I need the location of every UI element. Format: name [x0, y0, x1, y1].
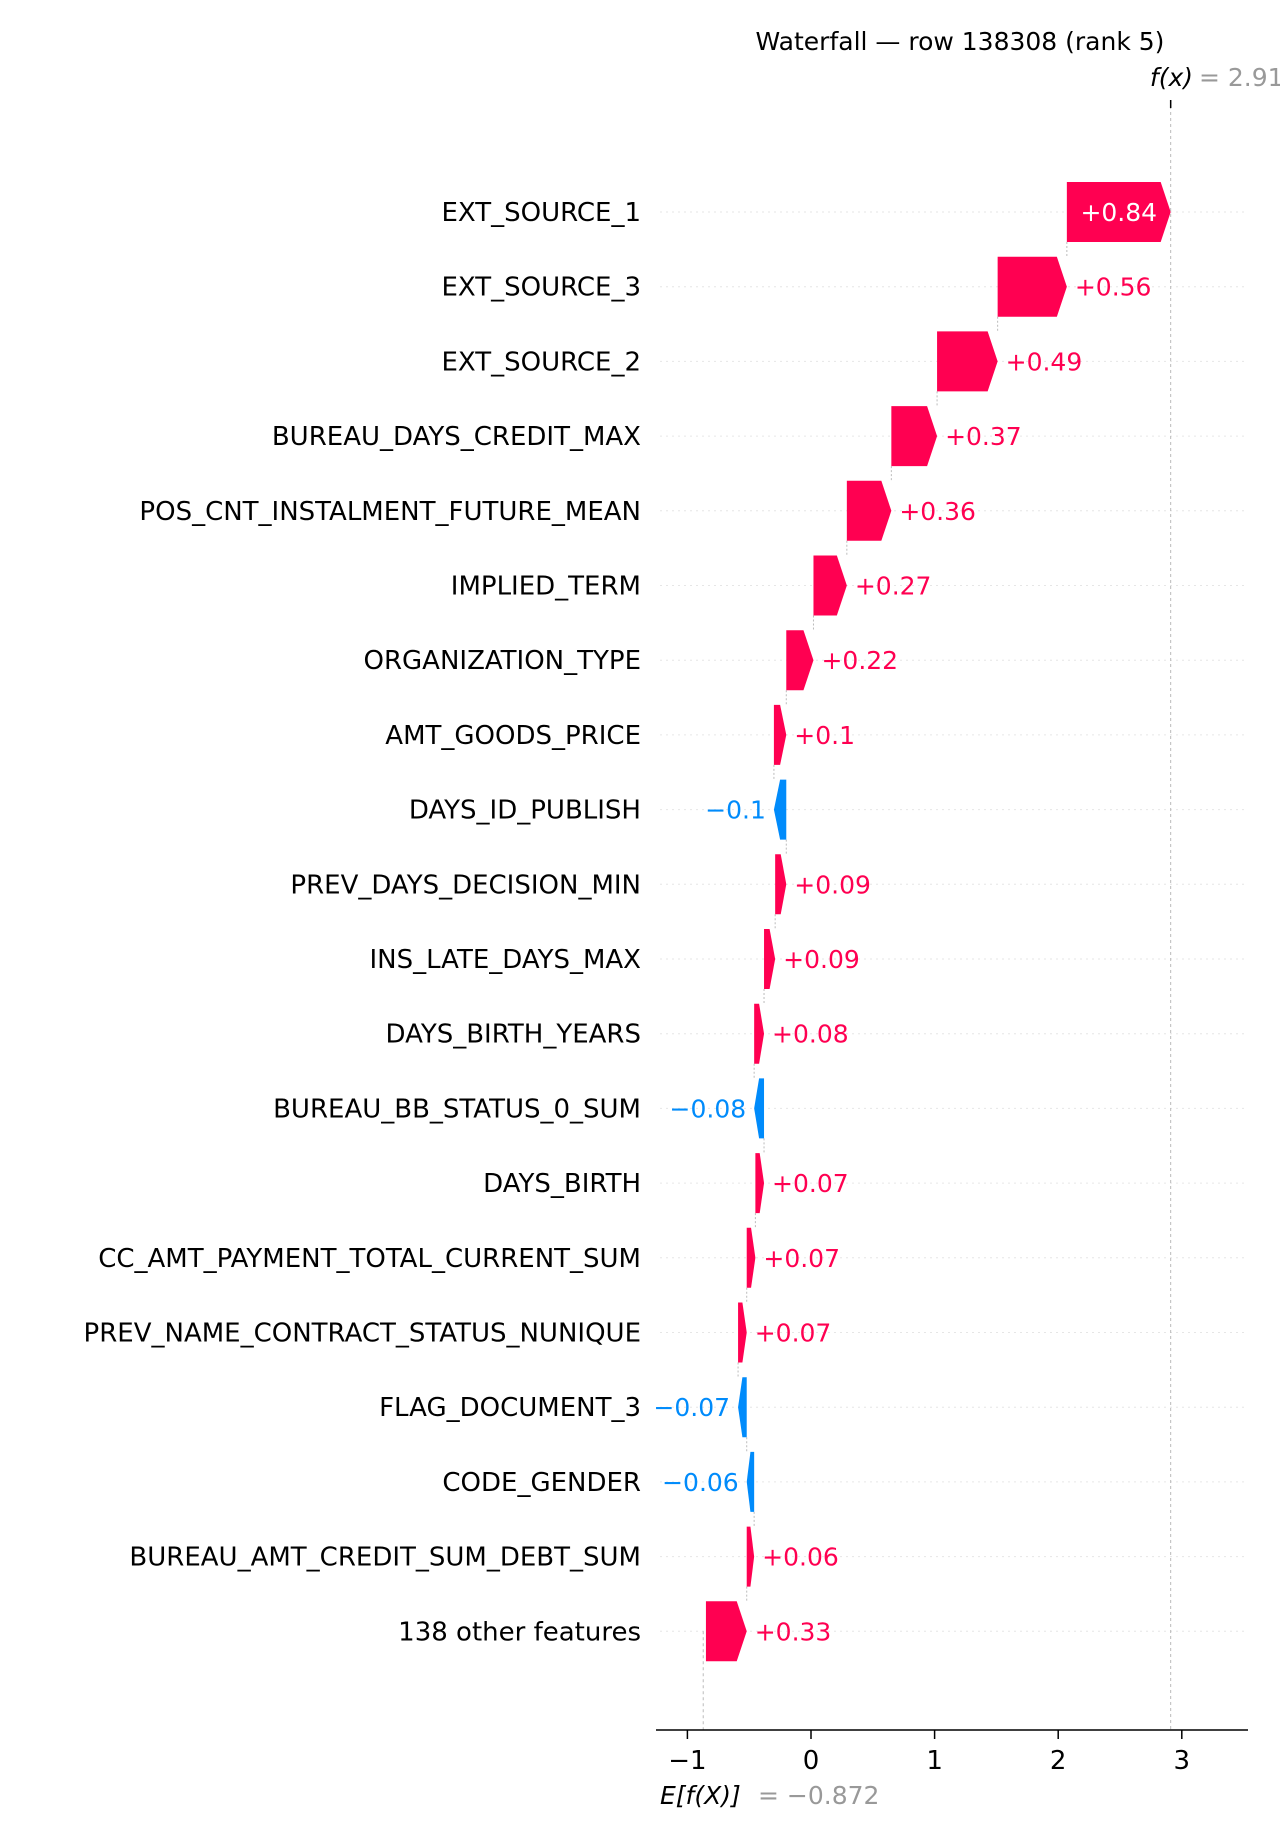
- feature-rows: EXT_SOURCE_1 EXT_SOURCE_3 EXT_SOURCE_2 BURE…: [84, 198, 1248, 1647]
- positive-bar: [813, 555, 847, 616]
- positive-bar: [755, 1153, 765, 1214]
- value-label: +0.33: [755, 1617, 832, 1646]
- feature-label: PREV_NAME_CONTRACT_STATUS_NUNIQUE: [84, 1319, 641, 1349]
- positive-bar: [705, 1601, 747, 1662]
- feature-label: BUREAU_AMT_CREDIT_SUM_DEBT_SUM: [129, 1543, 641, 1573]
- feature-label: CC_AMT_PAYMENT_TOTAL_CURRENT_SUM: [98, 1244, 641, 1274]
- waterfall-bars: +0.84 +0.56 +0.49 +0.37 +0.36 +0.27 +0.22 +0.1 −…: [653, 100, 1172, 1730]
- positive-bar: [773, 704, 787, 765]
- value-label: +0.09: [794, 870, 871, 899]
- positive-bar: [764, 929, 776, 989]
- value-label: +0.09: [783, 945, 860, 974]
- fx-value: = 2.91: [1199, 63, 1280, 92]
- fx-annotation: f(x) = 2.91: [1150, 63, 1280, 92]
- negative-bar: [746, 1451, 755, 1512]
- feature-label: ORGANIZATION_TYPE: [364, 646, 642, 676]
- feature-label: EXT_SOURCE_1: [441, 198, 641, 228]
- positive-bar: [937, 331, 998, 392]
- positive-bar: [891, 406, 938, 467]
- value-label: +0.56: [1075, 273, 1152, 302]
- x-tick-label: 0: [803, 1746, 820, 1776]
- feature-label: INS_LATE_DAYS_MAX: [369, 945, 641, 975]
- feature-label: CODE_GENDER: [442, 1468, 641, 1498]
- positive-bar: [997, 256, 1067, 317]
- feature-label: BUREAU_BB_STATUS_0_SUM: [273, 1094, 641, 1124]
- value-label: +0.49: [1006, 347, 1083, 376]
- feature-label: BUREAU_DAYS_CREDIT_MAX: [272, 422, 641, 452]
- value-label: −0.1: [705, 796, 766, 825]
- positive-bar: [775, 854, 787, 915]
- positive-bar: [754, 1003, 765, 1064]
- positive-bar: [738, 1302, 747, 1363]
- feature-label: PREV_DAYS_DECISION_MIN: [290, 870, 641, 900]
- value-label: +0.07: [772, 1169, 849, 1198]
- ex-annotation: E[f(X)] = −0.872: [660, 1781, 879, 1810]
- feature-label: DAYS_ID_PUBLISH: [409, 796, 641, 826]
- value-label: +0.08: [772, 1020, 849, 1049]
- value-label: +0.22: [821, 646, 898, 675]
- feature-label: 138 other features: [398, 1617, 641, 1647]
- x-axis: −1 0 1 2 3: [656, 1729, 1248, 1776]
- positive-bar: [846, 480, 892, 541]
- feature-label: EXT_SOURCE_2: [441, 347, 641, 377]
- feature-label: POS_CNT_INSTALMENT_FUTURE_MEAN: [139, 497, 641, 527]
- negative-bar: [754, 1078, 765, 1139]
- feature-label: DAYS_BIRTH_YEARS: [386, 1020, 642, 1050]
- value-label: +0.84: [1080, 198, 1157, 227]
- feature-label: AMT_GOODS_PRICE: [385, 721, 641, 751]
- x-tick-label: 1: [926, 1746, 943, 1776]
- value-label: +0.37: [945, 422, 1022, 451]
- value-label: +0.36: [899, 497, 976, 526]
- value-label: +0.1: [794, 721, 855, 750]
- positive-bar: [746, 1526, 755, 1587]
- feature-label: IMPLIED_TERM: [451, 572, 641, 602]
- value-label: −0.08: [670, 1094, 747, 1123]
- x-tick-label: 3: [1174, 1746, 1191, 1776]
- feature-label: DAYS_BIRTH: [483, 1169, 641, 1199]
- value-label: +0.27: [855, 572, 932, 601]
- ex-label: E[f(X)]: [660, 1781, 741, 1810]
- positive-bar: [786, 630, 814, 691]
- value-label: +0.07: [763, 1244, 840, 1273]
- negative-bar: [738, 1377, 747, 1438]
- chart-title: Waterfall — row 138308 (rank 5): [756, 27, 1165, 56]
- ex-value: = −0.872: [758, 1781, 879, 1810]
- positive-bar: [1066, 182, 1171, 242]
- x-tick-label: −1: [668, 1746, 706, 1776]
- x-tick-label: 2: [1050, 1746, 1067, 1776]
- feature-label: FLAG_DOCUMENT_3: [379, 1393, 641, 1423]
- value-label: −0.06: [662, 1468, 739, 1497]
- positive-bar: [746, 1227, 756, 1288]
- negative-bar: [773, 779, 787, 840]
- value-label: +0.07: [755, 1319, 832, 1348]
- value-label: +0.06: [762, 1543, 839, 1572]
- fx-label: f(x): [1150, 63, 1193, 92]
- feature-label: EXT_SOURCE_3: [441, 273, 641, 303]
- value-label: −0.07: [653, 1393, 730, 1422]
